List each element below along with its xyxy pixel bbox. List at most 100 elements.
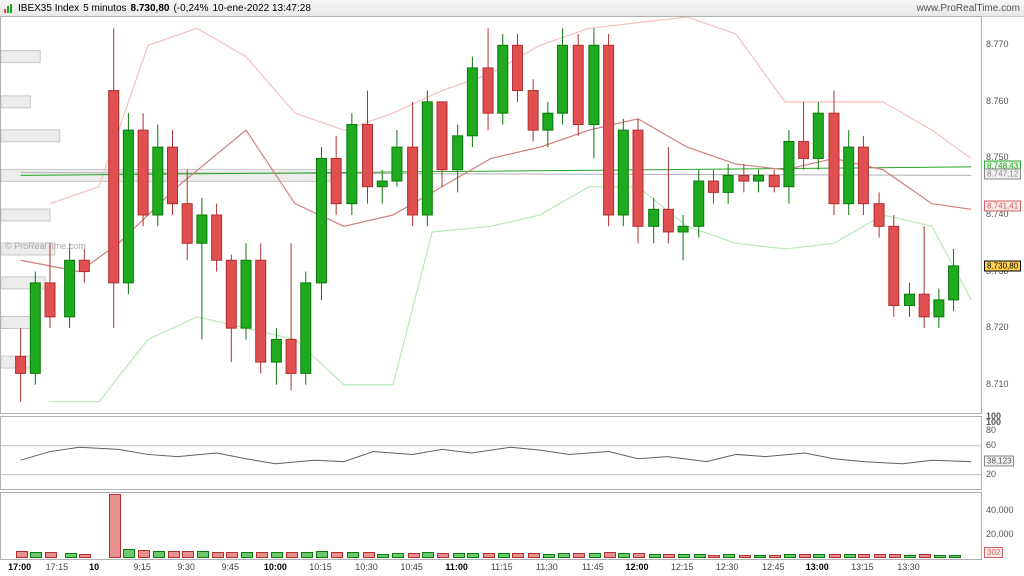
x-tick-label: 10:30 (355, 562, 378, 572)
watermark: © ProRealTime.com (5, 241, 86, 251)
volume-bar (829, 554, 841, 558)
indicator-tick: 80 (986, 425, 996, 435)
volume-bar (618, 553, 630, 558)
volume-bar (813, 554, 825, 558)
indicator-tick: 100 (986, 411, 1001, 421)
volume-bar (784, 554, 796, 558)
volume-bar (123, 549, 135, 558)
indicator-pane[interactable] (0, 416, 982, 490)
y-tick-label: 8.720 (986, 322, 1009, 332)
volume-bar (467, 553, 479, 558)
x-tick-label: 13:30 (897, 562, 920, 572)
volume-bar (182, 551, 194, 558)
x-tick-label: 10 (89, 562, 99, 572)
volume-bar (79, 554, 91, 558)
volume-bar (168, 551, 180, 558)
volume-current: 302 (984, 547, 1003, 558)
volume-bar (226, 552, 238, 558)
volume-bar (799, 554, 811, 558)
volume-bar (153, 551, 165, 558)
volume-bar (723, 554, 735, 558)
x-tick-label: 17:15 (46, 562, 69, 572)
volume-bar (347, 552, 359, 558)
x-tick-label: 17:00 (8, 562, 31, 572)
volume-bar (286, 552, 298, 558)
volume-axis: 20.000 40.000 302 (984, 492, 1024, 560)
titlebar: IBEX35 Index 5 minutos 8.730,80 (-0,24% … (0, 0, 1024, 17)
volume-bar (392, 553, 404, 558)
volume-bar (256, 552, 268, 558)
x-tick-label: 11:45 (582, 562, 604, 572)
title-website: www.ProRealTime.com (916, 3, 1020, 14)
volume-bar (589, 553, 601, 558)
volume-bar (212, 552, 224, 558)
x-tick-label: 9:30 (177, 562, 195, 572)
x-tick-label: 11:30 (536, 562, 558, 572)
volume-bar (604, 552, 616, 558)
volume-bar (769, 555, 781, 558)
x-tick-label: 12:45 (762, 562, 785, 572)
x-tick-label: 13:00 (806, 562, 829, 572)
volume-bar (316, 551, 328, 558)
volume-bar (543, 554, 555, 558)
y-tick-label: 8.760 (986, 96, 1009, 106)
x-tick-label: 10:45 (400, 562, 423, 572)
x-tick-label: 12:30 (716, 562, 739, 572)
price-marker: 8.747,12 (984, 168, 1021, 179)
price-marker: 8.730,80 (984, 261, 1021, 272)
volume-bar (30, 552, 42, 558)
x-tick-label: 11:15 (491, 562, 513, 572)
chart-icon (4, 3, 14, 13)
main-chart-pane[interactable]: © ProRealTime.com (0, 16, 982, 414)
x-tick-label: 10:00 (264, 562, 287, 572)
x-tick-label: 13:15 (851, 562, 874, 572)
time-axis: 17:0017:15109:159:309:4510:0010:1510:301… (0, 560, 982, 576)
title-symbol: IBEX35 Index (18, 3, 79, 14)
volume-pane[interactable] (0, 492, 982, 560)
volume-bar (408, 553, 420, 558)
indicator-axis: 1002040608010038,123 (984, 416, 1024, 490)
volume-bar (904, 555, 916, 558)
volume-bar (558, 553, 570, 558)
indicator-tick: 60 (986, 440, 996, 450)
volume-bar (363, 552, 375, 558)
volume-bar (919, 554, 931, 558)
volume-bar (949, 555, 961, 558)
volume-bar (138, 550, 150, 558)
volume-bar (528, 553, 540, 558)
volume-bar (197, 551, 209, 558)
volume-bar (16, 551, 28, 558)
volume-bar (649, 554, 661, 558)
title-price: 8.730,80 (131, 3, 170, 14)
volume-bar (844, 554, 856, 558)
volume-bar (241, 552, 253, 558)
volume-bar (739, 555, 751, 558)
x-tick-label: 10:15 (309, 562, 332, 572)
volume-bar (708, 555, 720, 558)
volume-bar (271, 552, 283, 558)
volume-bar (874, 554, 886, 558)
volume-bar (422, 552, 434, 558)
volume-bar (453, 553, 465, 558)
x-tick-label: 12:15 (671, 562, 694, 572)
y-tick-label: 8.770 (986, 39, 1009, 49)
volume-bar (301, 552, 313, 558)
title-change: (-0,24% (173, 3, 208, 14)
volume-bar (377, 554, 389, 558)
volume-bar (65, 553, 77, 558)
volume-bar (498, 553, 510, 558)
volume-tick: 40.000 (986, 505, 1014, 515)
volume-bar (45, 552, 57, 558)
volume-bar (858, 554, 870, 558)
volume-bar (331, 552, 343, 558)
volume-tick: 20.000 (986, 529, 1014, 539)
indicator-tick: 20 (986, 469, 996, 479)
volume-bar (633, 553, 645, 558)
x-tick-label: 9:15 (133, 562, 151, 572)
y-tick-label: 8.710 (986, 379, 1009, 389)
volume-bar (694, 554, 706, 558)
volume-bar (512, 553, 524, 558)
title-timeframe: 5 minutos (83, 3, 126, 14)
volume-bar (437, 553, 449, 558)
indicator-current: 38,123 (984, 455, 1014, 466)
